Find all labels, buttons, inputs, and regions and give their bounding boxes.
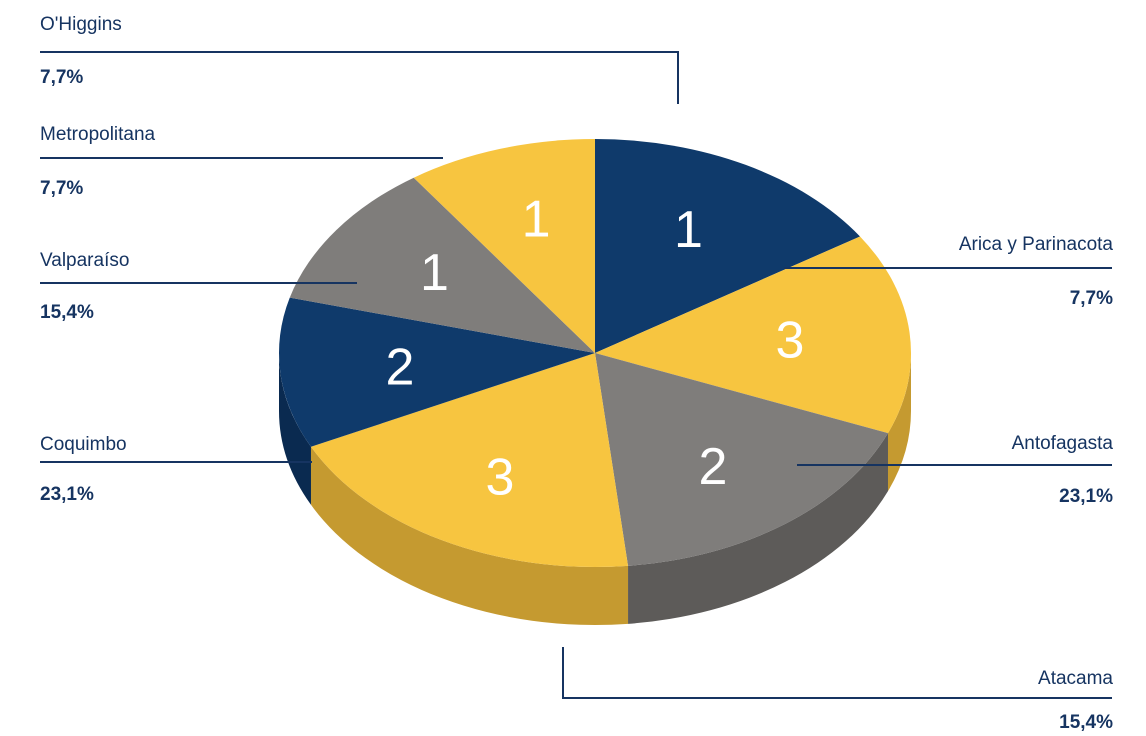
pie-slice <box>595 353 888 566</box>
slice-value-label: 3 <box>486 449 515 507</box>
pie-slice <box>595 236 912 434</box>
leader-lines <box>40 51 1112 699</box>
slice-side-2 <box>628 433 888 624</box>
pie-slice <box>595 139 861 353</box>
label-antofagasta-name: Antofagasta <box>1011 433 1113 454</box>
slice-side-3 <box>310 446 629 626</box>
label-metropolitana-percent: 7,7% <box>40 178 84 199</box>
label-valparaiso-name: Valparaíso <box>40 250 130 271</box>
label-ohiggins-name: O'Higgins <box>40 14 122 35</box>
slice-value-label: 1 <box>674 201 703 259</box>
label-valparaiso-percent: 15,4% <box>40 302 94 323</box>
leader-line <box>40 51 679 104</box>
slice-side-4 <box>279 353 311 505</box>
slice-value-label: 1 <box>420 244 449 302</box>
pie-slices <box>279 139 912 568</box>
slice-value-label: 1 <box>522 190 551 248</box>
label-ohiggins-percent: 7,7% <box>40 67 84 88</box>
label-coquimbo-name: Coquimbo <box>40 434 127 455</box>
pie-slice <box>279 297 595 447</box>
label-arica-percent: 7,7% <box>1069 288 1113 309</box>
label-arica-name: Arica y Parinacota <box>958 234 1113 255</box>
slice-value-label: 2 <box>698 438 727 496</box>
slice-side-1 <box>887 353 911 492</box>
pie-slice <box>310 353 629 568</box>
pie-slice <box>289 177 595 353</box>
pie-slice <box>413 139 595 353</box>
slice-value-label: 2 <box>386 339 415 397</box>
slice-value-label: 3 <box>776 311 805 369</box>
leader-line <box>562 647 1112 699</box>
label-antofagasta-percent: 23,1% <box>1059 486 1113 507</box>
label-coquimbo-percent: 23,1% <box>40 484 94 505</box>
label-atacama-percent: 15,4% <box>1059 712 1113 733</box>
label-atacama-name: Atacama <box>1038 668 1113 689</box>
pie-3d-sides <box>279 353 911 626</box>
label-metropolitana-name: Metropolitana <box>40 124 156 145</box>
